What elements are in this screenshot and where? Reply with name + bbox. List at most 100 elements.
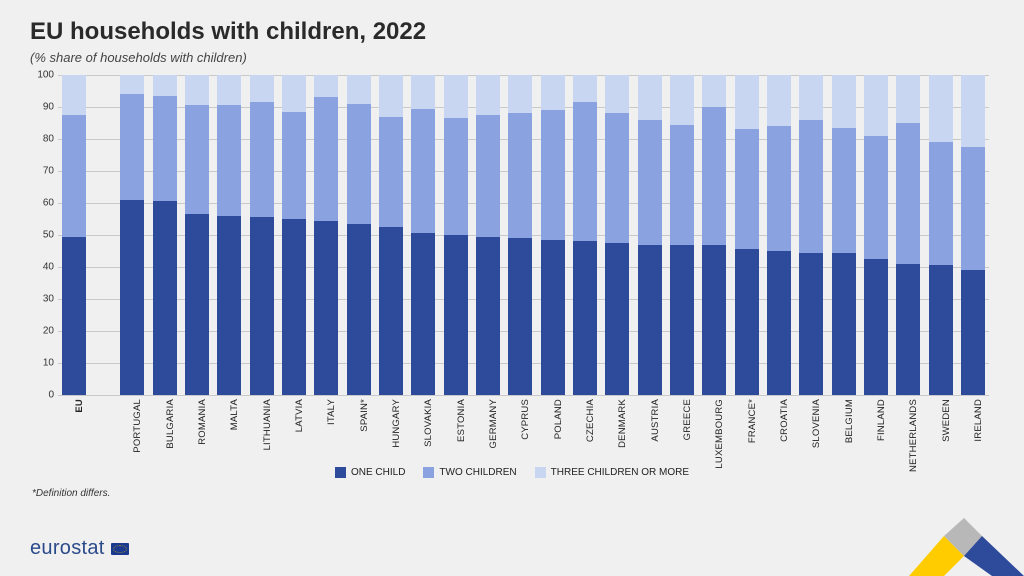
bar-segment-two: [799, 120, 823, 253]
bars-container: [58, 75, 989, 395]
bar-segment-three: [799, 75, 823, 120]
x-label: CROATIA: [779, 399, 790, 442]
bar-slot: [472, 75, 504, 395]
bar-segment-two: [185, 105, 209, 214]
bar-segment-three: [153, 75, 177, 96]
bar-segment-two: [605, 113, 629, 243]
bar-segment-three: [896, 75, 920, 123]
bar-segment-one: [282, 219, 306, 395]
bar-segment-two: [217, 105, 241, 215]
y-axis: 0102030405060708090100: [30, 75, 58, 395]
x-label-slot: DENMARK: [601, 395, 633, 465]
bar-segment-three: [379, 75, 403, 117]
y-tick: 50: [43, 230, 54, 241]
legend-item: THREE CHILDREN OR MORE: [535, 467, 689, 478]
bar-segment-three: [573, 75, 597, 102]
bar-segment-three: [314, 75, 338, 97]
legend-item: ONE CHILD: [335, 467, 405, 478]
bar-segment-one: [120, 200, 144, 395]
bar-segment-two: [864, 136, 888, 259]
y-tick: 10: [43, 358, 54, 369]
x-label: GREECE: [682, 399, 693, 440]
x-label: LUXEMBOURG: [714, 399, 725, 469]
bar-segment-two: [541, 110, 565, 240]
bar-slot: [375, 75, 407, 395]
bar-segment-two: [444, 118, 468, 235]
bar-segment-one: [153, 201, 177, 395]
bar-segment-two: [476, 115, 500, 237]
y-tick: 60: [43, 198, 54, 209]
bar-slot: [407, 75, 439, 395]
bar-slot: [666, 75, 698, 395]
bar-segment-two: [347, 104, 371, 224]
bar-segment-one: [347, 224, 371, 395]
x-label-slot: POLAND: [536, 395, 568, 465]
bar-segment-three: [347, 75, 371, 104]
bar-segment-one: [961, 270, 985, 395]
bar-slot: [342, 75, 374, 395]
bar: [541, 75, 565, 395]
x-label-slot: HUNGARY: [375, 395, 407, 465]
bar-segment-two: [153, 96, 177, 202]
bar-segment-two: [62, 115, 86, 237]
bar-segment-two: [735, 129, 759, 249]
bar: [185, 75, 209, 395]
x-label-slot: CZECHIA: [569, 395, 601, 465]
bar: [153, 75, 177, 395]
bar-segment-two: [120, 94, 144, 200]
x-label: CZECHIA: [585, 399, 596, 442]
bar: [767, 75, 791, 395]
bar-segment-one: [444, 235, 468, 395]
x-label-slot: BULGARIA: [149, 395, 181, 465]
legend-swatch: [335, 467, 346, 478]
bar-segment-two: [961, 147, 985, 270]
bar-segment-two: [670, 125, 694, 245]
bar-segment-one: [476, 237, 500, 395]
bar-slot: [149, 75, 181, 395]
bar: [282, 75, 306, 395]
bar: [670, 75, 694, 395]
bar-segment-one: [314, 221, 338, 395]
bar-segment-three: [250, 75, 274, 102]
x-label: CYPRUS: [520, 399, 531, 440]
bar: [314, 75, 338, 395]
x-label-slot: BELGIUM: [827, 395, 859, 465]
bar-segment-two: [379, 117, 403, 227]
bar-segment-one: [573, 241, 597, 395]
bar: [961, 75, 985, 395]
x-label-slot: ROMANIA: [181, 395, 213, 465]
bar-slot: [633, 75, 665, 395]
bar-segment-two: [508, 113, 532, 238]
x-label-slot: LITHUANIA: [246, 395, 278, 465]
bar-segment-two: [702, 107, 726, 245]
bar-slot: [698, 75, 730, 395]
legend-label: ONE CHILD: [351, 467, 405, 478]
bar-slot: [860, 75, 892, 395]
legend-swatch: [535, 467, 546, 478]
bar-segment-three: [670, 75, 694, 125]
bar-segment-three: [767, 75, 791, 126]
bar-segment-three: [444, 75, 468, 118]
y-tick: 0: [48, 390, 54, 401]
bar-slot: [763, 75, 795, 395]
x-label: ESTONIA: [456, 399, 467, 442]
legend-label: THREE CHILDREN OR MORE: [551, 467, 689, 478]
x-label-slot: SPAIN*: [342, 395, 374, 465]
bar-slot: [536, 75, 568, 395]
bar-slot: [213, 75, 245, 395]
legend-label: TWO CHILDREN: [439, 467, 516, 478]
bar-segment-three: [702, 75, 726, 107]
bar-slot: [278, 75, 310, 395]
bar-slot: [601, 75, 633, 395]
bar-segment-one: [832, 253, 856, 395]
x-label-slot: SLOVENIA: [795, 395, 827, 465]
bar-segment-two: [411, 109, 435, 234]
y-tick: 30: [43, 294, 54, 305]
x-label-slot: LUXEMBOURG: [698, 395, 730, 465]
bar-segment-three: [217, 75, 241, 105]
bar: [120, 75, 144, 395]
bar-segment-two: [767, 126, 791, 251]
bar: [508, 75, 532, 395]
bar-segment-three: [120, 75, 144, 94]
bar-segment-one: [605, 243, 629, 395]
